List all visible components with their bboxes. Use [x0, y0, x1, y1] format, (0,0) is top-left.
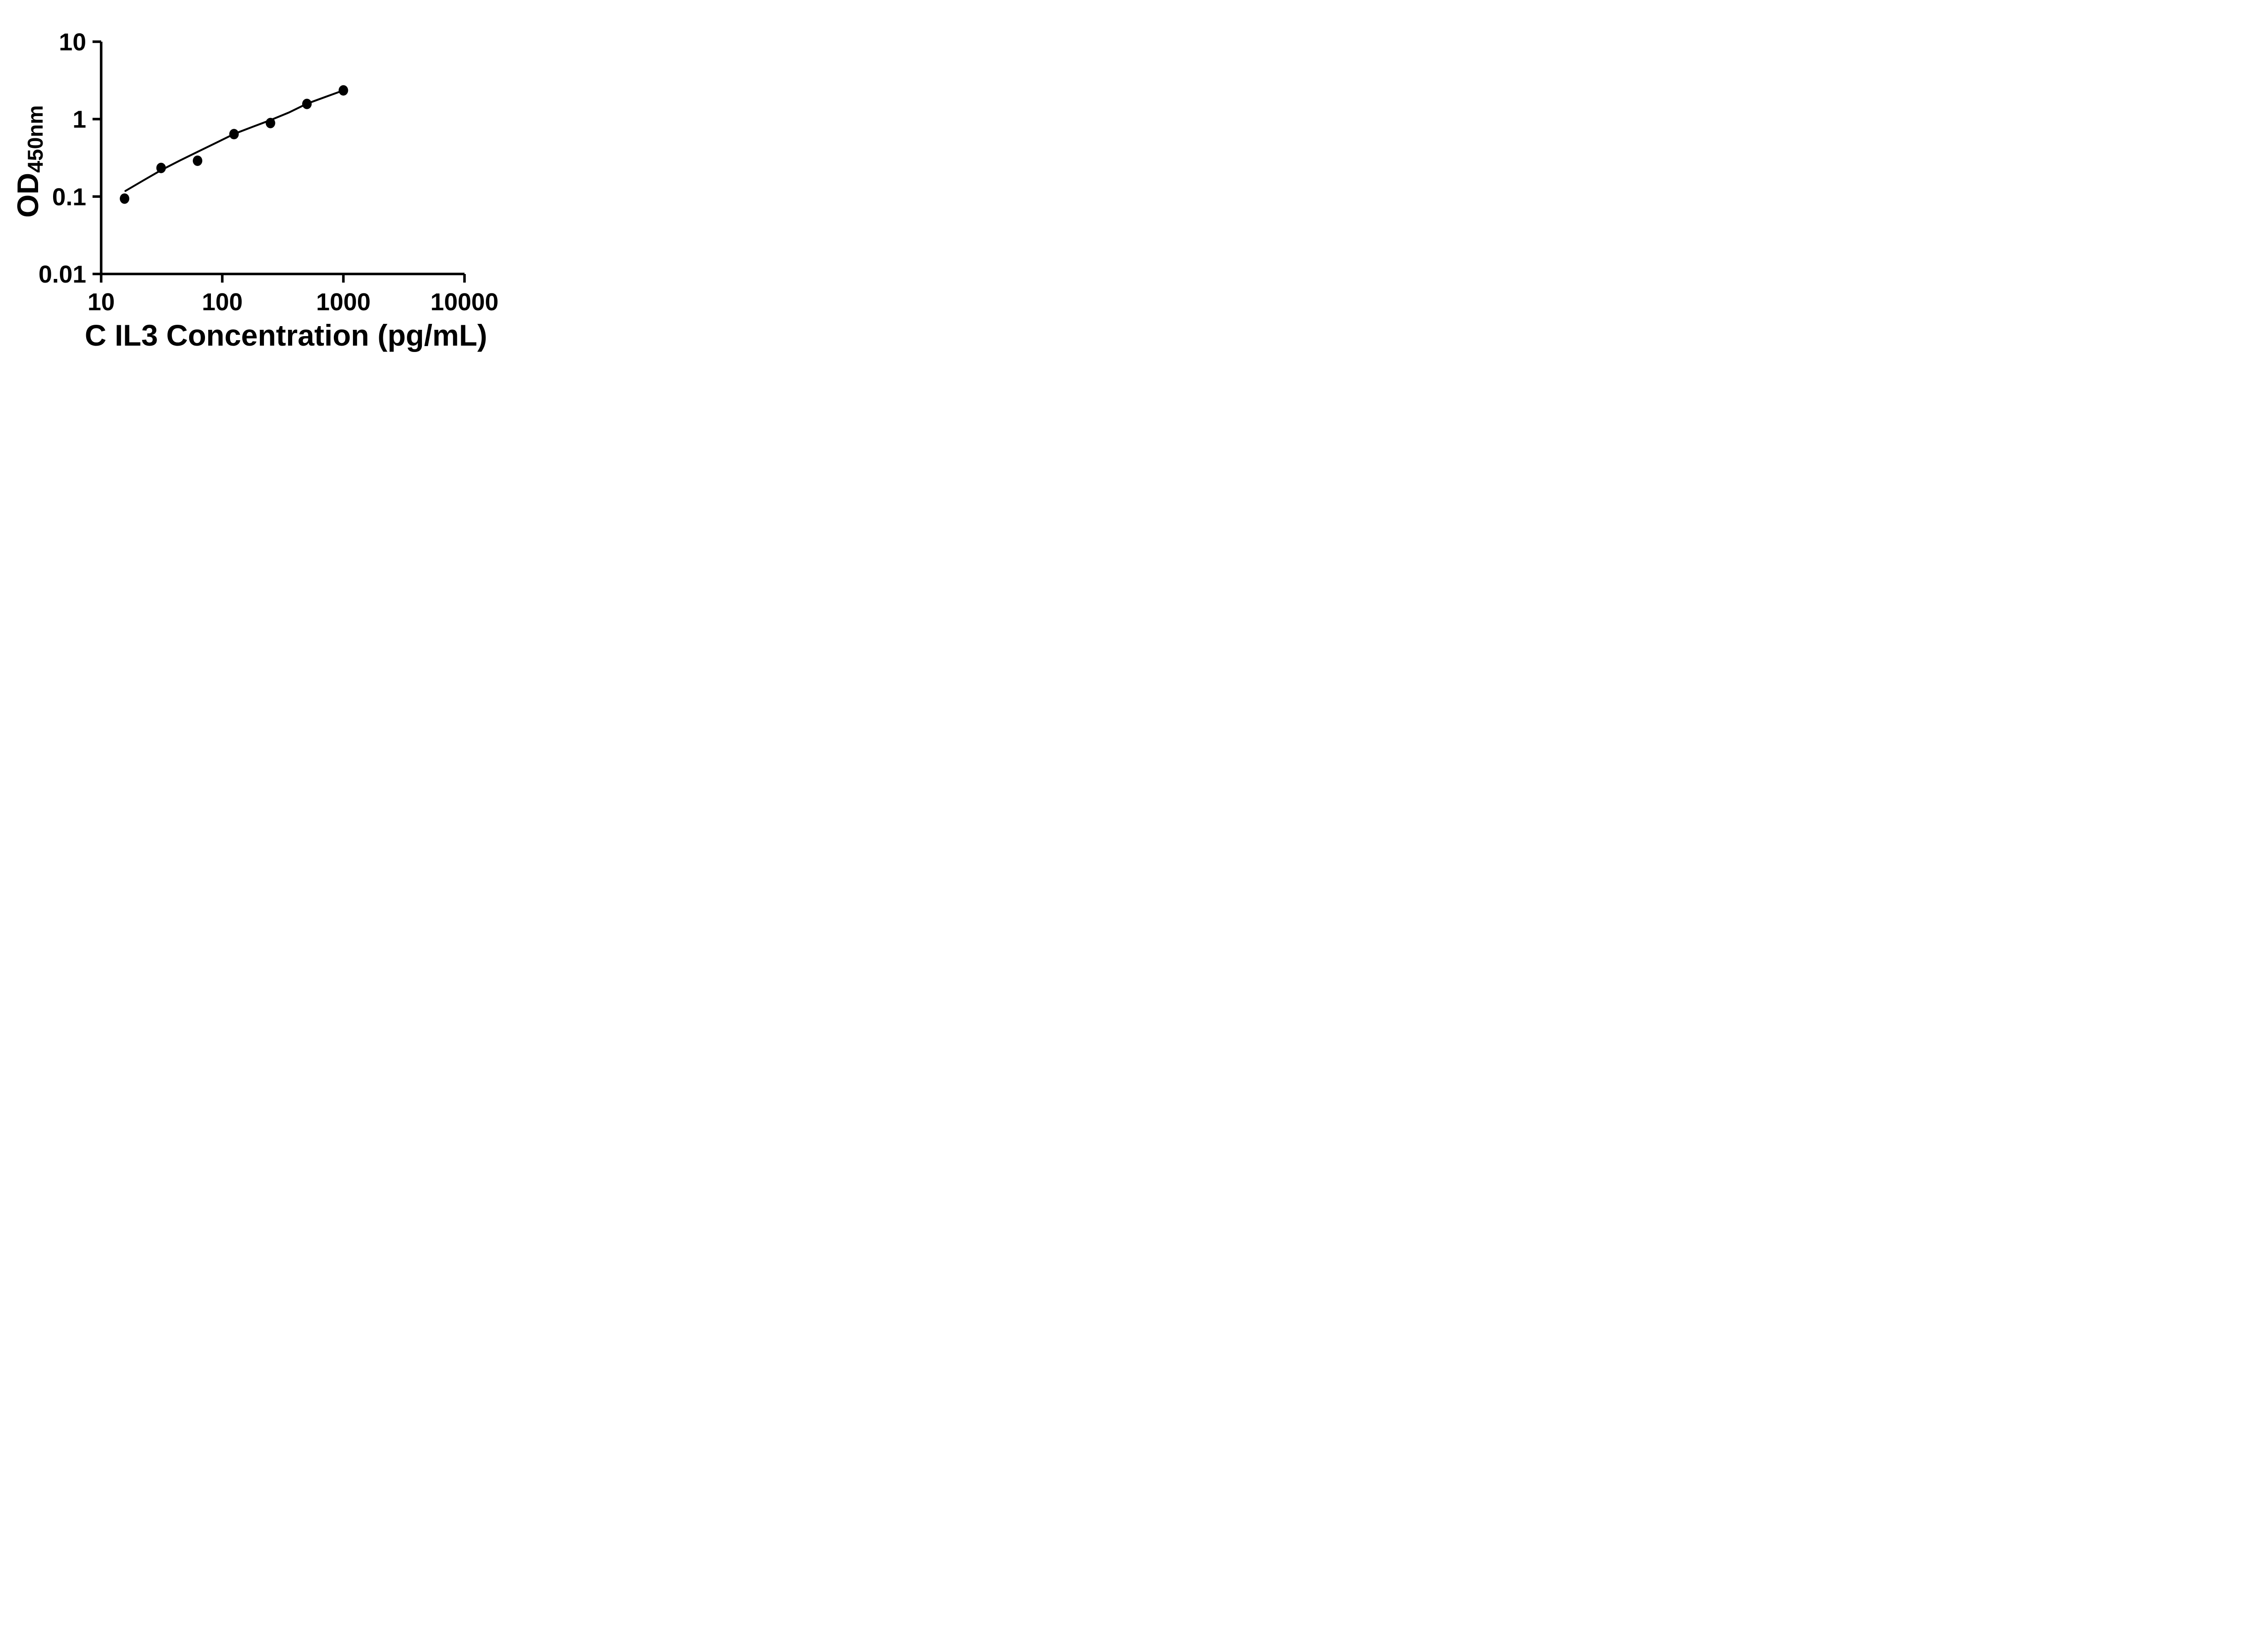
x-axis-title: C IL3 Concentration (pg/mL) [85, 318, 487, 352]
data-point [338, 85, 348, 96]
axes [100, 41, 464, 275]
data-point [265, 117, 275, 128]
x-tick-label: 10 [88, 288, 115, 316]
y-tick-label: 1 [73, 106, 86, 133]
data-point [302, 98, 312, 109]
elisa-standard-curve-figure: 10 100 1000 10000 10 1 0.1 0.01 C IL3 Concentra… [0, 0, 521, 364]
y-tick-label: 10 [59, 29, 86, 56]
plot-area [120, 85, 348, 204]
standard-curve-chart: 10 100 1000 10000 10 1 0.1 0.01 C IL3 Concentra… [11, 29, 499, 352]
data-point [192, 155, 202, 166]
x-tick-label: 100 [202, 288, 243, 316]
axis-ticks [93, 40, 466, 283]
data-point [229, 129, 239, 140]
x-tick-label: 10000 [430, 288, 499, 316]
y-tick-label: 0.01 [39, 261, 86, 288]
y-axis-title: OD450nm [11, 105, 47, 218]
data-point [156, 162, 166, 173]
y-axis-title-main: OD [11, 173, 44, 218]
axis-tick-labels: 10 100 1000 10000 10 1 0.1 0.01 [39, 29, 499, 316]
y-axis-title-subscript: 450nm [23, 105, 47, 173]
x-tick-label: 1000 [316, 288, 371, 316]
y-tick-label: 0.1 [52, 183, 86, 210]
data-point [120, 193, 130, 204]
